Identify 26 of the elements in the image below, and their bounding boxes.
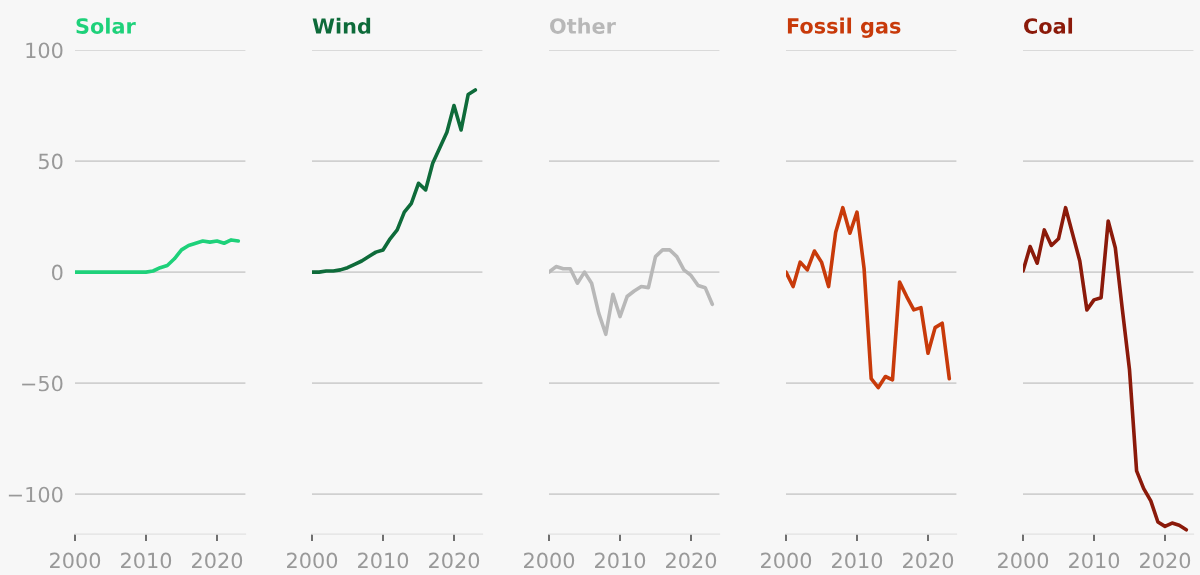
chart-title: Solar (76, 17, 136, 34)
chart-title: Coal (1024, 17, 1073, 34)
y-tick-label: −50 (22, 375, 63, 392)
line-series (75, 238, 241, 274)
y-tick-label: 100 (26, 42, 63, 59)
x-tick-label: 2020 (1140, 552, 1191, 569)
x-tick-label: 2000 (761, 552, 812, 569)
x-tick-label: 2010 (358, 552, 409, 569)
x-tick-label: 2020 (429, 552, 480, 569)
x-tick-label: 2020 (192, 552, 243, 569)
x-tick-label: 2000 (50, 552, 101, 569)
x-tick-label: 2000 (287, 552, 338, 569)
y-tick-label: 0 (52, 264, 63, 281)
y-tick-label: −100 (8, 486, 63, 503)
x-tick-label: 2010 (1069, 552, 1120, 569)
x-tick-label: 2000 (998, 552, 1049, 569)
x-tick-label: 2000 (524, 552, 575, 569)
x-tick-label: 2010 (121, 552, 172, 569)
chart-title: Fossil gas (787, 17, 901, 38)
x-tick-label: 2010 (832, 552, 883, 569)
x-tick-label: 2010 (595, 552, 646, 569)
chart-title: Wind (312, 17, 371, 34)
x-tick-label: 2020 (903, 552, 954, 569)
y-tick-label: 50 (38, 153, 63, 170)
chart-title: Other (550, 17, 616, 34)
x-tick-label: 2020 (666, 552, 717, 569)
